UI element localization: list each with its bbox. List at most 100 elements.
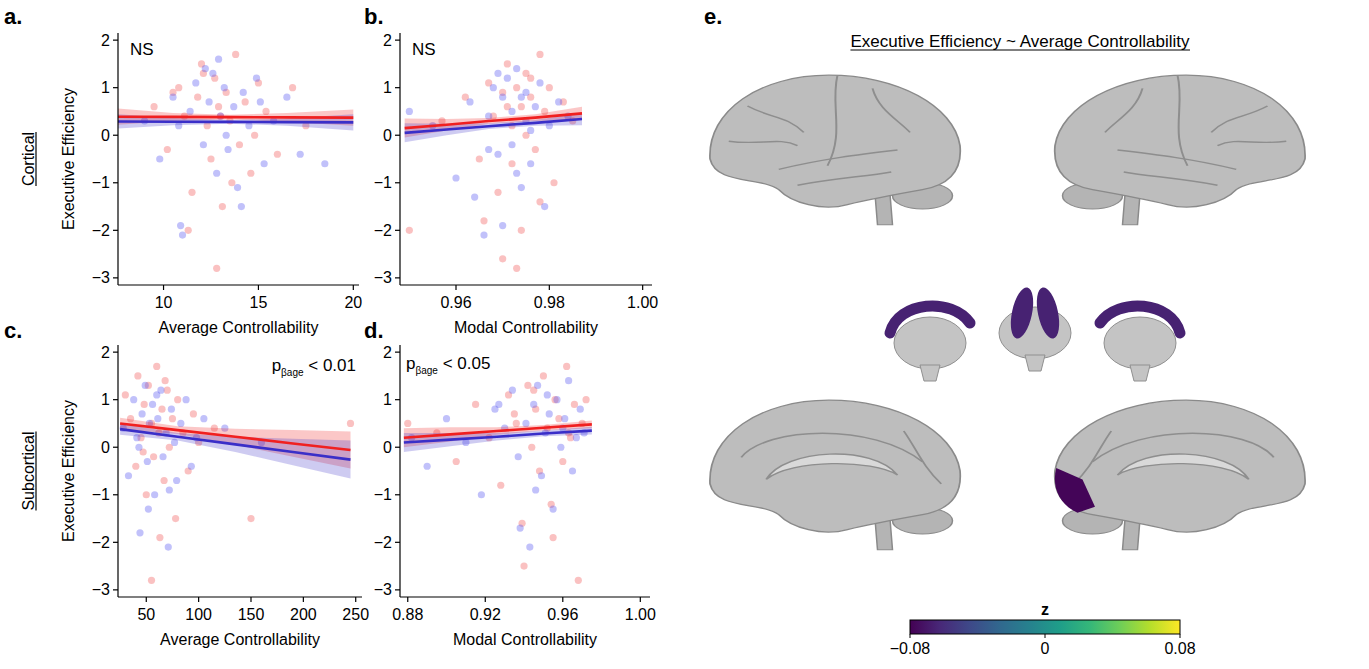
panel-letter: d.	[364, 318, 384, 343]
x-tick	[485, 597, 486, 602]
point	[141, 401, 148, 408]
y-tick-label: 0	[383, 127, 392, 144]
sulcus	[1178, 75, 1188, 166]
panel: −3−2−10120.960.981.00Modal Controllabili…	[364, 4, 658, 336]
annotation-suffix: < 0.01	[304, 356, 356, 375]
sulcus	[779, 150, 898, 169]
point	[518, 227, 525, 234]
y-tick	[395, 135, 400, 136]
point	[174, 396, 181, 403]
annotation: NS	[412, 40, 436, 59]
y-tick	[113, 277, 118, 278]
point	[508, 108, 515, 115]
point	[169, 415, 176, 422]
x-tick-label: 20	[344, 294, 362, 311]
point	[518, 103, 525, 110]
point	[148, 577, 155, 584]
x-tick	[250, 597, 251, 602]
x-tick	[642, 285, 643, 290]
point	[550, 534, 557, 541]
x-tick	[303, 597, 304, 602]
point	[251, 132, 258, 139]
sulcus	[748, 106, 804, 132]
point	[283, 94, 290, 101]
y-tick-label: −1	[374, 174, 392, 191]
y-tick	[395, 40, 400, 41]
colorbar-tick-label: 0.08	[1164, 640, 1195, 657]
point	[162, 377, 169, 384]
panel-letter: e.	[704, 4, 722, 29]
annotation: pβage < 0.05	[406, 354, 490, 376]
subcortical-region	[1033, 285, 1063, 340]
point	[240, 89, 247, 96]
plot-area	[405, 51, 582, 272]
y-title-group: Executive Efficiency	[60, 88, 77, 230]
point	[156, 155, 163, 162]
point	[297, 151, 304, 158]
x-axis-title: Average Controllability	[160, 631, 320, 648]
y-tick-label: −3	[374, 269, 392, 286]
y-tick-label: −2	[374, 534, 392, 551]
y-tick	[395, 589, 400, 590]
y-tick	[395, 542, 400, 543]
point	[213, 265, 220, 272]
annotation-subscript: βage	[415, 365, 438, 376]
panel: −3−2−1012101520Average ControllabilityEx…	[4, 4, 362, 336]
annotation-text: NS	[412, 40, 436, 59]
point	[494, 151, 501, 158]
sulcus	[873, 88, 911, 132]
point	[518, 94, 525, 101]
cortex	[710, 75, 960, 207]
point	[234, 184, 241, 191]
point	[557, 444, 564, 451]
point	[513, 420, 520, 427]
point	[274, 151, 281, 158]
y-tick	[113, 40, 118, 41]
point	[213, 170, 220, 177]
y-tick-label: −2	[92, 222, 110, 239]
colorbar-tick	[1045, 634, 1046, 638]
point	[134, 372, 141, 379]
x-tick-label: 10	[155, 294, 173, 311]
brainstem	[1123, 519, 1141, 550]
point	[215, 56, 222, 63]
brainstem	[920, 365, 940, 381]
panel-letter: a.	[4, 4, 22, 29]
y-tick	[395, 230, 400, 231]
y-tick-label: 0	[101, 127, 110, 144]
y-title-group: Executive Efficiency	[60, 400, 77, 542]
y-tick-label: 0	[383, 439, 392, 456]
point	[518, 184, 525, 191]
y-tick-label: −1	[374, 486, 392, 503]
subcortex	[1104, 317, 1176, 369]
x-tick-label: 50	[137, 606, 155, 623]
sulcus	[1218, 141, 1287, 145]
point	[143, 491, 150, 498]
point	[130, 396, 137, 403]
point	[236, 141, 243, 148]
point	[164, 146, 171, 153]
y-tick	[395, 182, 400, 183]
point	[188, 189, 195, 196]
point	[472, 401, 479, 408]
point	[443, 415, 450, 422]
y-tick	[113, 494, 118, 495]
point	[200, 141, 207, 148]
point	[540, 372, 547, 379]
y-tick	[395, 352, 400, 353]
point	[406, 227, 413, 234]
plot-area	[404, 363, 592, 584]
point	[466, 98, 473, 105]
point	[546, 84, 553, 91]
point	[228, 179, 235, 186]
y-tick-label: −2	[92, 534, 110, 551]
y-tick-label: −3	[92, 269, 110, 286]
x-tick	[355, 597, 356, 602]
colorbar-tick-label: −0.08	[890, 640, 931, 657]
point	[517, 524, 524, 531]
point	[524, 382, 531, 389]
point	[490, 84, 497, 91]
point	[511, 410, 518, 417]
point	[168, 406, 175, 413]
point	[571, 401, 578, 408]
